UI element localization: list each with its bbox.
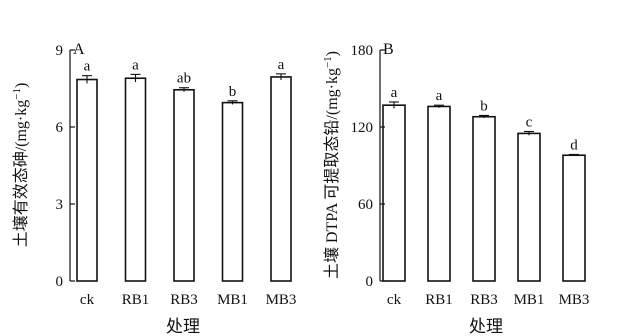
- significance-label: b: [229, 84, 237, 100]
- y-tick-label: 120: [351, 120, 374, 136]
- x-axis-label-b: 处理: [469, 317, 503, 336]
- x-tick-label: ck: [80, 292, 95, 308]
- sig-labels-b: a a b c d: [391, 85, 579, 153]
- chart-b: B 土壤 DTPA 可提取态铅/(mg·kg−1) a a b c d 0 60 120 18…: [322, 41, 589, 336]
- significance-label: a: [84, 59, 91, 75]
- x-tick-label: MB1: [514, 292, 545, 308]
- y-tick-label: 0: [366, 274, 374, 290]
- significance-label: a: [278, 57, 285, 73]
- x-tick-label: RB3: [170, 292, 198, 308]
- sig-labels-a: a a ab b a: [84, 57, 285, 100]
- bar-rb3: [472, 115, 496, 282]
- x-ticks-b: ck RB1 RB3 MB1 MB3: [387, 292, 590, 308]
- x-tick-label: MB1: [217, 292, 248, 308]
- significance-label: a: [132, 57, 139, 73]
- y-tick-label: 60: [358, 197, 373, 213]
- x-tick-label: RB1: [122, 292, 150, 308]
- significance-label: ab: [177, 71, 191, 87]
- bar-rb1: [427, 105, 451, 282]
- panel-label-a: A: [73, 41, 85, 58]
- x-tick-label: MB3: [266, 292, 297, 308]
- y-tick-label: 0: [56, 274, 64, 290]
- x-tick-label: RB3: [470, 292, 498, 308]
- bars-a: [76, 76, 292, 282]
- bar-mb1: [221, 101, 244, 282]
- significance-label: d: [570, 137, 578, 153]
- bar-rb1: [124, 77, 147, 282]
- x-tick-label: ck: [387, 292, 402, 308]
- bar-mb3: [270, 76, 292, 282]
- panel-label-b: B: [383, 41, 394, 58]
- bar-ck: [382, 104, 406, 282]
- significance-label: b: [480, 98, 488, 114]
- y-ticks-a: 0 3 6 9: [56, 43, 75, 290]
- bar-rb3: [173, 88, 195, 282]
- errorbars-b: [389, 101, 579, 157]
- x-ticks-a: ck RB1 RB3 MB1 MB3: [80, 292, 297, 308]
- y-tick-label: 3: [56, 197, 64, 213]
- bars-b: [382, 104, 586, 282]
- significance-label: a: [391, 85, 398, 101]
- y-axis-label-a: 土壤有效态砷/(mg·kg−1): [11, 83, 30, 248]
- significance-label: a: [436, 88, 443, 104]
- x-axis-label-a: 处理: [166, 317, 200, 336]
- y-tick-label: 180: [351, 43, 374, 59]
- x-tick-label: RB1: [425, 292, 453, 308]
- errorbars-a: [82, 73, 286, 105]
- bar-mb3: [562, 154, 586, 282]
- y-tick-label: 6: [56, 120, 64, 136]
- chart-a: A 土壤有效态砷/(mg·kg−1) a a ab b a 0 3 6 9 ck RB1 RB3 M…: [11, 41, 296, 336]
- x-tick-label: MB3: [559, 292, 590, 308]
- bar-ck: [76, 78, 98, 282]
- significance-label: c: [526, 114, 533, 130]
- y-ticks-b: 0 60 120 180: [351, 43, 385, 290]
- y-axis-label-b: 土壤 DTPA 可提取态铅/(mg·kg−1): [322, 51, 341, 279]
- y-tick-label: 9: [56, 43, 64, 59]
- bar-mb1: [517, 132, 541, 282]
